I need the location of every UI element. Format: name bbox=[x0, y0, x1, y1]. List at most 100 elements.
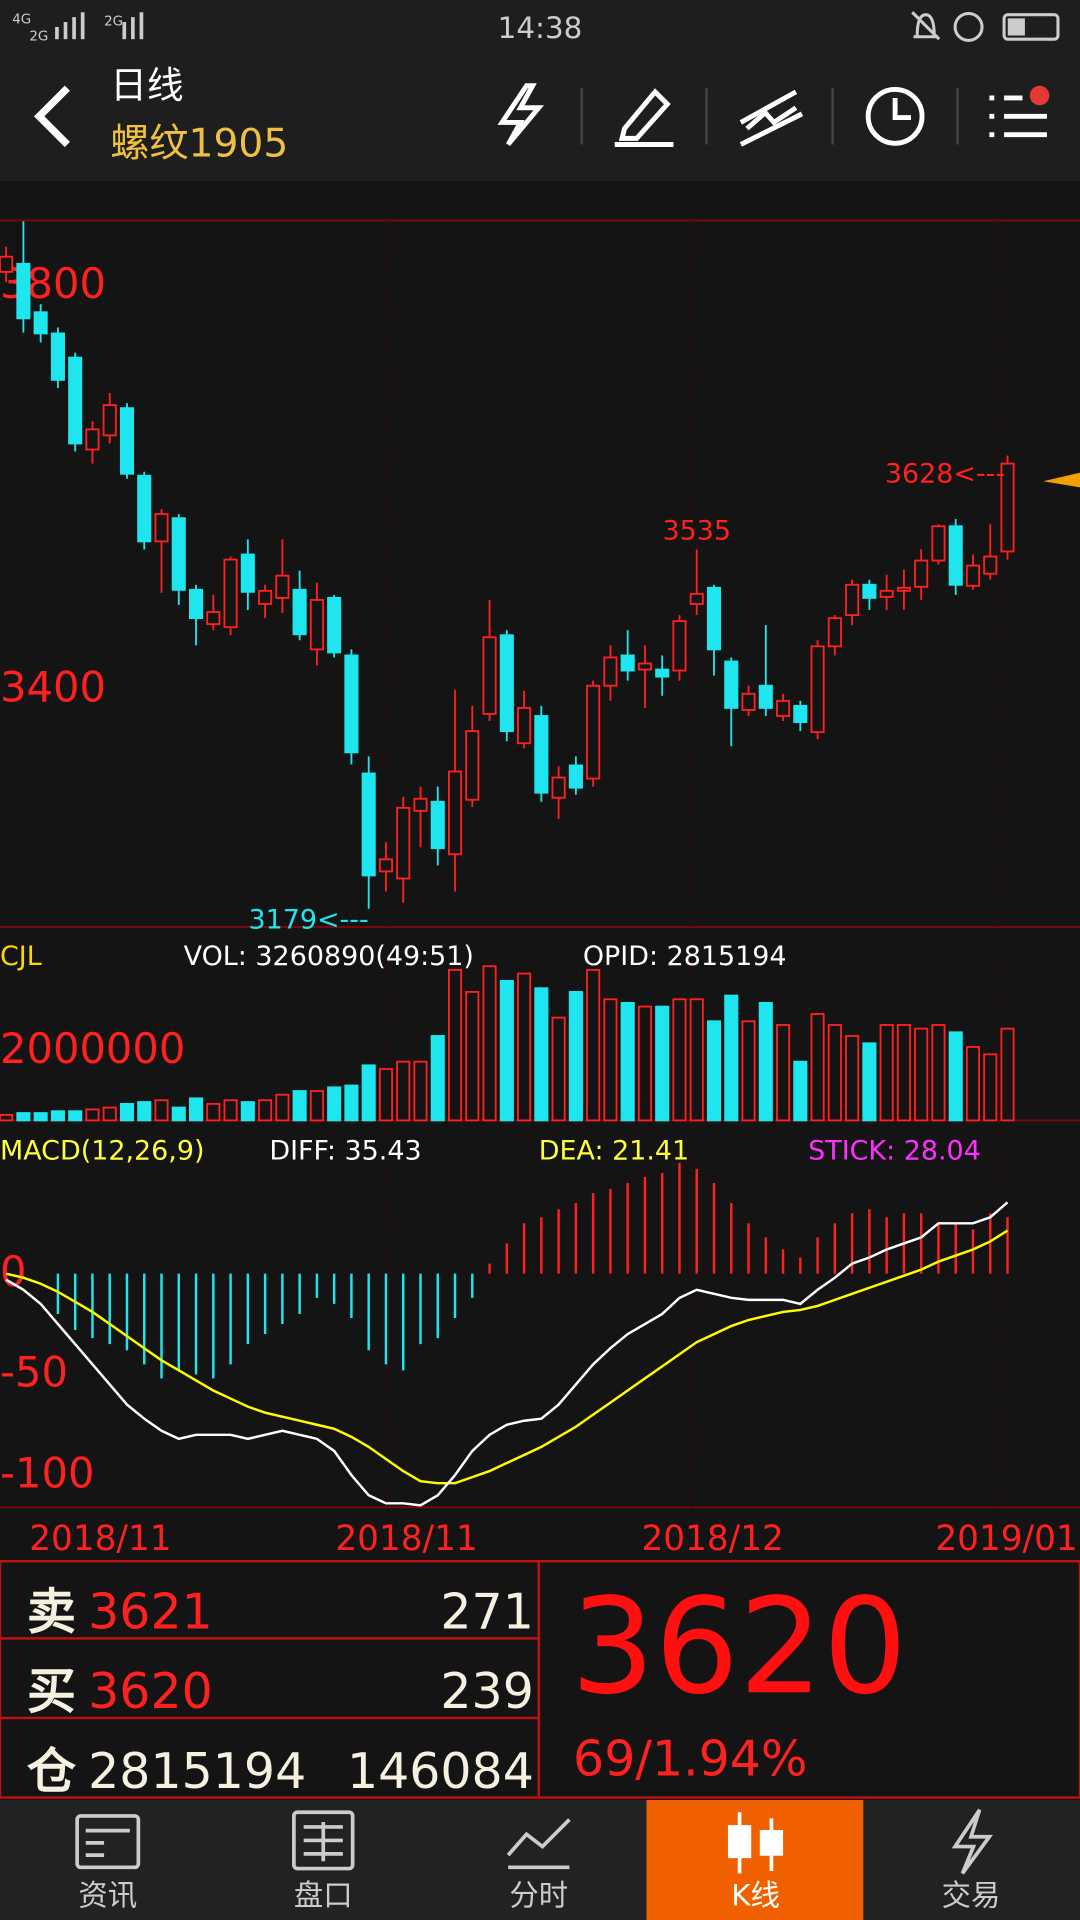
candle-body bbox=[378, 858, 394, 873]
volume-bar bbox=[137, 1101, 152, 1122]
volume-bar bbox=[896, 1024, 911, 1122]
candle-body bbox=[879, 589, 894, 598]
diff-line bbox=[5, 1201, 1009, 1507]
candle-body bbox=[258, 589, 273, 605]
volume-bar bbox=[827, 1024, 842, 1122]
candle-body bbox=[896, 586, 911, 592]
candle-body bbox=[240, 553, 255, 593]
candle-body bbox=[672, 620, 687, 672]
dea-line bbox=[5, 1229, 1009, 1485]
volume-bar bbox=[85, 1108, 100, 1122]
candle-body bbox=[776, 699, 791, 717]
macd-tick-label: -50 bbox=[0, 1348, 68, 1397]
back-button[interactable] bbox=[33, 85, 70, 148]
volume-bar bbox=[499, 979, 514, 1122]
candle-body bbox=[171, 517, 186, 591]
nav-bar bbox=[0, 1800, 1080, 1920]
candle-body bbox=[810, 645, 825, 734]
sell-label: 卖 bbox=[27, 1584, 76, 1641]
volume-bar bbox=[551, 1016, 566, 1122]
nav-labels[interactable]: 资讯 盘口 分时 K线 交易 bbox=[78, 1878, 1000, 1912]
volume-bar bbox=[965, 1046, 981, 1122]
volume-bar bbox=[292, 1090, 307, 1122]
volume-bar bbox=[240, 1101, 255, 1122]
clock-icon[interactable] bbox=[865, 86, 925, 146]
candle-body bbox=[551, 776, 566, 799]
position-value: 2815194 bbox=[88, 1743, 306, 1800]
candle-body bbox=[534, 715, 549, 794]
candle-body bbox=[914, 559, 929, 588]
candle-body bbox=[85, 428, 100, 451]
candle-body bbox=[637, 662, 652, 671]
flash-icon[interactable] bbox=[497, 83, 545, 147]
volume-bar bbox=[948, 1031, 963, 1122]
nav-tab[interactable]: 分时 bbox=[509, 1878, 568, 1912]
candle-body bbox=[309, 598, 324, 651]
nav-tab[interactable]: 资讯 bbox=[78, 1878, 137, 1912]
toolbar[interactable] bbox=[497, 83, 1047, 147]
volume-bar bbox=[482, 965, 497, 1122]
volume-bar bbox=[793, 1060, 808, 1122]
last-price: 3620 bbox=[571, 1570, 908, 1724]
candle-body bbox=[482, 636, 497, 715]
candle-body bbox=[931, 525, 946, 562]
nav-tab[interactable]: K线 bbox=[731, 1878, 780, 1912]
volume-bar bbox=[1000, 1027, 1015, 1122]
volume-bar bbox=[931, 1024, 946, 1122]
status-icons bbox=[911, 11, 1060, 42]
volume-bar bbox=[309, 1090, 324, 1122]
volume-bar bbox=[603, 998, 618, 1122]
candle-body bbox=[154, 513, 169, 543]
candle-body bbox=[344, 654, 359, 754]
draw-icon[interactable] bbox=[614, 88, 674, 147]
volume-bar bbox=[724, 994, 739, 1122]
price-marker bbox=[1043, 472, 1080, 488]
candle-body bbox=[223, 558, 238, 629]
nav-tab[interactable]: 交易 bbox=[942, 1878, 1001, 1912]
candle-body bbox=[137, 474, 152, 543]
nav-icons bbox=[75, 1808, 994, 1875]
stick-text: STICK: 28.04 bbox=[808, 1136, 981, 1167]
volume-bar bbox=[16, 1112, 31, 1122]
nav-tab[interactable]: 盘口 bbox=[294, 1878, 353, 1912]
change-text: 69/1.94% bbox=[573, 1731, 807, 1788]
date-label: 2019/01 bbox=[935, 1519, 1077, 1559]
volume-bar bbox=[189, 1097, 204, 1122]
network: 2G bbox=[104, 15, 123, 30]
candle-body bbox=[965, 564, 981, 587]
candle-body bbox=[948, 525, 963, 586]
volume-bar bbox=[465, 991, 480, 1122]
volume-bar bbox=[776, 1024, 791, 1122]
indicator-icon[interactable] bbox=[739, 89, 804, 147]
vol-text: VOL: 3260890(49:51) bbox=[184, 941, 474, 972]
macd-label: MACD(12,26,9) bbox=[0, 1136, 204, 1167]
volume-bar bbox=[447, 968, 463, 1122]
candle-body bbox=[517, 706, 532, 745]
menu-icon[interactable] bbox=[989, 95, 1047, 138]
sell-price: 3621 bbox=[88, 1584, 213, 1641]
nav-active bbox=[646, 1800, 864, 1920]
candle-body bbox=[50, 332, 65, 381]
volume-bar bbox=[983, 1053, 998, 1122]
signal-icon bbox=[55, 12, 144, 40]
sell-qty: 271 bbox=[440, 1584, 533, 1641]
candle-body bbox=[603, 656, 618, 687]
candle-body bbox=[586, 684, 601, 780]
volume-bar bbox=[637, 1005, 652, 1122]
candle-body bbox=[102, 404, 117, 437]
volume-bar bbox=[171, 1106, 186, 1122]
volume-bar bbox=[758, 1002, 773, 1122]
candle-body bbox=[741, 692, 756, 711]
volume-bar bbox=[102, 1106, 117, 1122]
candle-body bbox=[655, 668, 670, 678]
price-tick-label: 3400 bbox=[0, 663, 106, 712]
volume-bar bbox=[879, 1024, 894, 1122]
quote-dividers bbox=[0, 1561, 540, 1798]
position-change: 146084 bbox=[347, 1743, 534, 1800]
candle-body bbox=[275, 574, 290, 599]
candle-body bbox=[413, 797, 428, 812]
volume-label: CJL bbox=[0, 941, 42, 972]
candle-body bbox=[119, 407, 135, 475]
